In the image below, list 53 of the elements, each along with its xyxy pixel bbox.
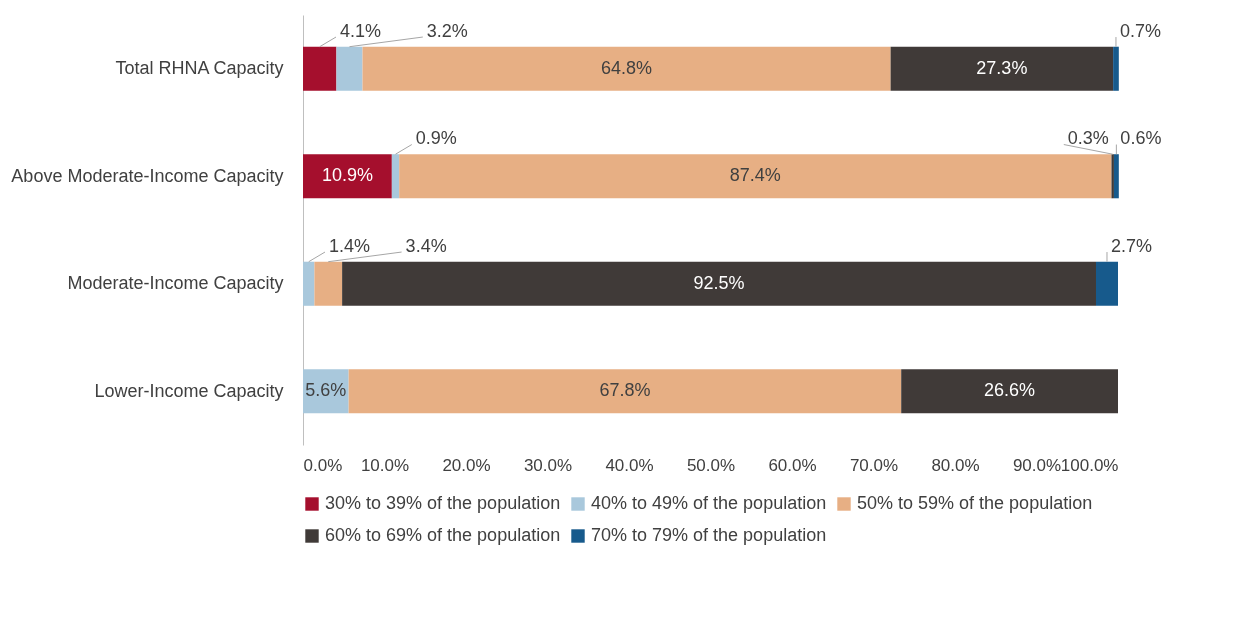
x-tick-label: 90.0%	[1012, 455, 1062, 475]
y-tick-label: Lower-Income Capacity	[94, 380, 284, 401]
bar	[890, 46, 1114, 91]
legend-label: 60% to 69% of the population	[325, 525, 561, 545]
bar	[336, 46, 363, 91]
bar	[303, 46, 337, 91]
x-tick-label: 80.0%	[931, 455, 980, 475]
x-tick-label: 50.0%	[686, 455, 736, 475]
x-tick-label: 40.0%	[605, 455, 654, 475]
x-tick-label: 10.0%	[360, 455, 410, 475]
bar	[901, 369, 1118, 414]
data-label: 5.6%	[305, 380, 347, 401]
bar	[342, 261, 1096, 306]
data-label: 4.1%	[340, 20, 382, 41]
x-tick-label: 100.0%	[1060, 455, 1119, 475]
bar	[1095, 261, 1118, 306]
x-tick-label: 30.0%	[523, 455, 573, 475]
y-tick-label: Above Moderate-Income Capacity	[11, 165, 284, 186]
bar	[399, 154, 1112, 199]
legend-label: 70% to 79% of the population	[591, 525, 827, 545]
x-tick-label: 0.0%	[303, 455, 343, 475]
bar	[303, 154, 392, 199]
data-label: 3.4%	[405, 235, 447, 256]
data-label: 92.5%	[693, 272, 745, 293]
y-tick-label: Total RHNA Capacity	[115, 58, 284, 79]
data-label: 1.4%	[329, 235, 371, 256]
data-label: 26.6%	[984, 380, 1036, 401]
data-label: 3.2%	[426, 20, 468, 41]
x-tick-label: 70.0%	[849, 455, 899, 475]
bar	[1113, 46, 1119, 91]
legend-label: 40% to 49% of the population	[591, 493, 827, 513]
bar	[391, 154, 400, 199]
legend-label: 50% to 59% of the population	[857, 493, 1093, 513]
data-label: 10.9%	[321, 165, 373, 186]
data-label: 2.7%	[1111, 235, 1153, 256]
legend-label: 30% to 39% of the population	[325, 493, 561, 513]
bar	[348, 369, 902, 414]
data-label: 87.4%	[729, 165, 781, 186]
data-label: 27.3%	[976, 57, 1028, 78]
data-label: 67.8%	[599, 380, 651, 401]
y-tick-label: Moderate-Income Capacity	[67, 273, 284, 294]
data-label: 0.6%	[1120, 128, 1162, 149]
data-label: 0.3%	[1067, 128, 1109, 149]
bar	[362, 46, 891, 91]
data-label: 64.8%	[601, 57, 653, 78]
bar	[314, 261, 343, 306]
x-tick-label: 20.0%	[442, 455, 491, 475]
data-label: 0.7%	[1119, 20, 1161, 41]
bar	[303, 261, 315, 306]
data-label: 0.9%	[415, 128, 457, 149]
bar	[1111, 154, 1114, 199]
x-tick-label: 60.0%	[768, 455, 817, 475]
bar	[1113, 154, 1119, 199]
